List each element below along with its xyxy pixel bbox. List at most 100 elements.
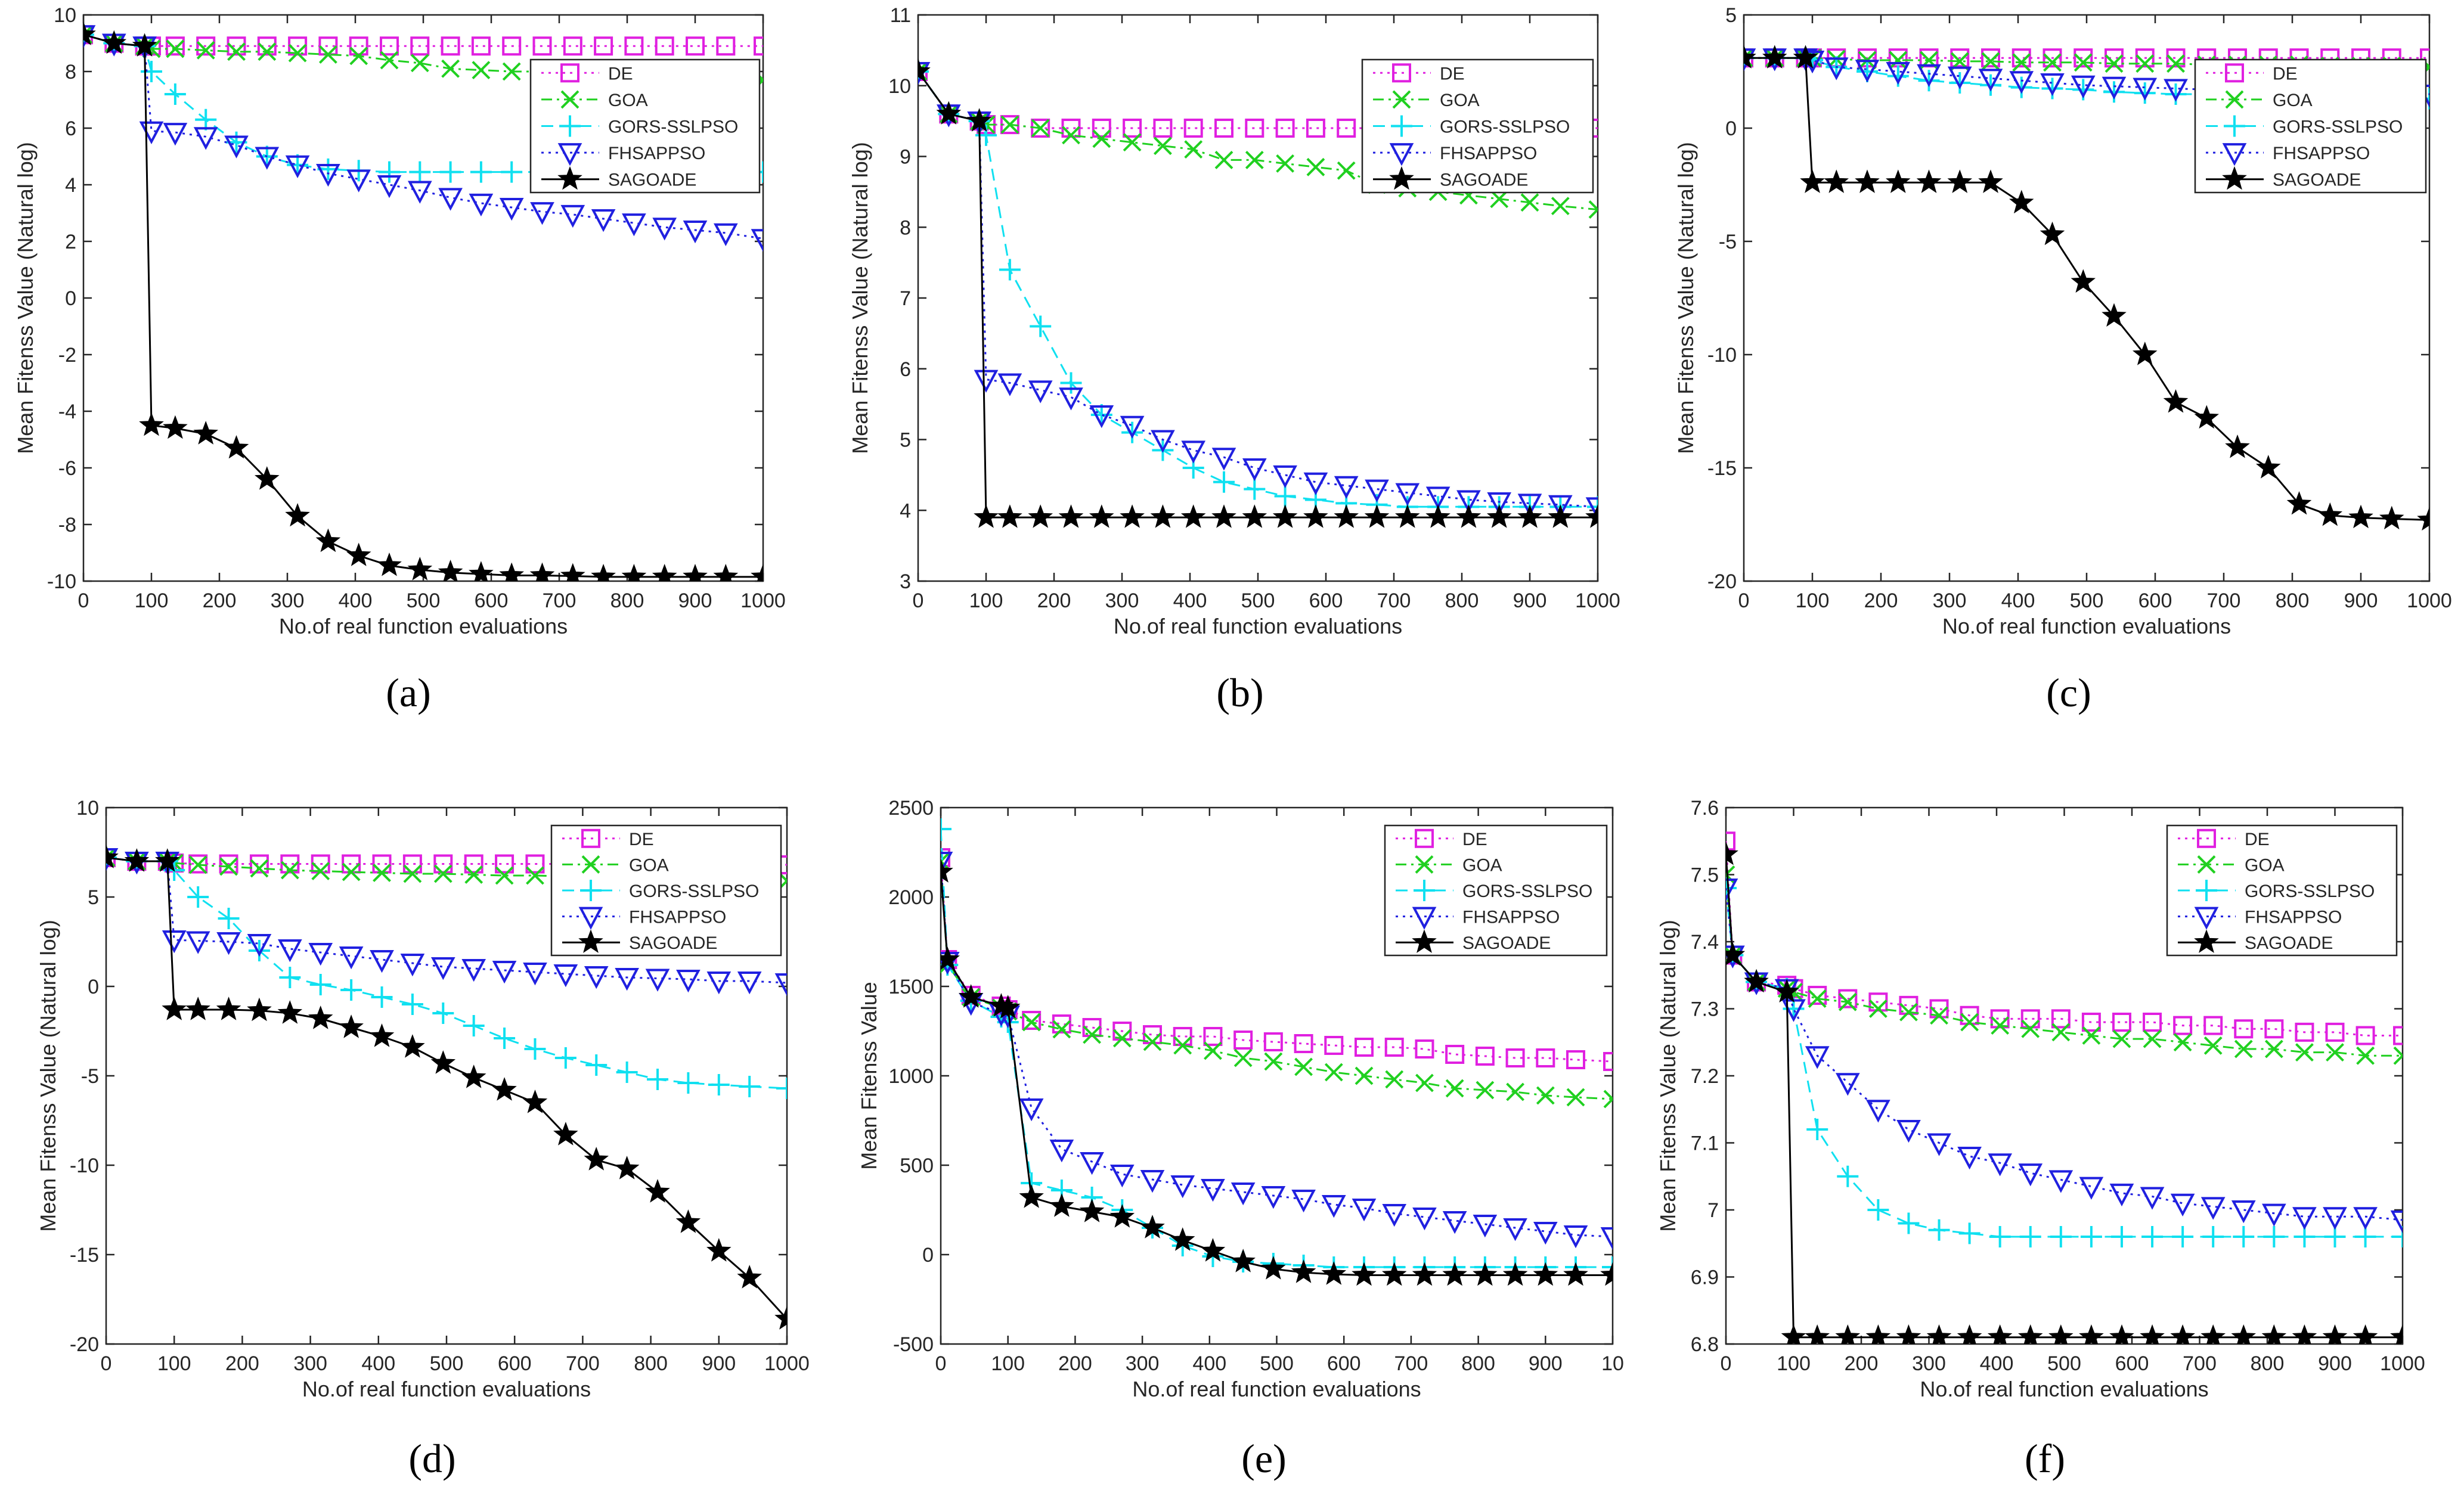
data-point-fhsappso <box>2200 1197 2226 1220</box>
data-point-goa <box>1551 197 1570 216</box>
data-point-gors-sslpso <box>2141 1226 2164 1247</box>
legend-label: SAGOADE <box>629 933 717 953</box>
data-point-fhsappso <box>2390 1210 2403 1234</box>
data-point-goa <box>188 855 207 874</box>
x-tick-label: 800 <box>2251 1352 2285 1375</box>
data-point-gors-sslpso <box>470 161 492 183</box>
legend-label: SAGOADE <box>1462 933 1551 953</box>
legend-swatch-marker <box>581 855 600 874</box>
data-point-fhsappso <box>469 193 494 217</box>
data-point-sagoade <box>1805 1324 1830 1344</box>
data-point-sagoade <box>2017 1324 2043 1344</box>
data-point-goa <box>1808 989 1827 1008</box>
data-point-fhsappso <box>308 943 333 966</box>
data-point-fhsappso <box>377 175 402 198</box>
data-point-sagoade <box>1600 1262 1613 1286</box>
series-line-de <box>106 856 787 866</box>
data-point-fhsappso <box>1927 1133 1951 1156</box>
data-point-goa <box>1337 161 1356 180</box>
data-point-sagoade <box>1726 942 1746 966</box>
data-point-fhsappso <box>247 934 272 957</box>
data-point-fhsappso <box>1201 1179 1225 1202</box>
data-point-fhsappso <box>1957 1147 1982 1170</box>
panel-label: (f) <box>2025 1436 2065 1481</box>
y-tick-label: 1500 <box>888 976 934 998</box>
data-point-gors-sslpso <box>2263 1226 2285 1247</box>
data-point-fhsappso <box>2079 1177 2104 1200</box>
data-point-fhsappso <box>346 169 371 193</box>
data-point-fhsappso <box>1487 492 1512 516</box>
data-point-fhsappso <box>2170 1193 2195 1217</box>
data-point-gors-sslpso <box>218 908 240 929</box>
data-point-gors-sslpso <box>739 1076 761 1097</box>
data-point-goa <box>1385 1070 1404 1089</box>
series-line-de <box>83 33 763 47</box>
legend: DE GOA GORS-SSLPSO FHSAPPSO SAGOADE <box>1361 58 1594 194</box>
data-point-sagoade <box>193 421 219 445</box>
data-point-gors-sslpso <box>2019 1226 2041 1247</box>
series-group <box>941 818 1613 1286</box>
data-point-de <box>165 36 185 56</box>
data-point-fhsappso <box>430 957 455 980</box>
y-tick-label: 11 <box>890 4 911 27</box>
x-tick-label: 100 <box>135 589 169 612</box>
legend-swatch-marker <box>1415 828 1434 848</box>
data-point-de <box>2135 48 2155 68</box>
data-point-sagoade <box>2048 1324 2074 1344</box>
x-tick-label: 600 <box>475 589 509 612</box>
data-point-sagoade <box>1824 169 1849 193</box>
data-point-de <box>1052 1014 1071 1033</box>
data-point-fhsappso <box>216 932 241 955</box>
data-point-sagoade <box>713 564 739 581</box>
x-tick-label: 800 <box>610 589 644 612</box>
data-point-sagoade <box>83 21 96 45</box>
data-point-de <box>2420 48 2429 68</box>
data-point-sagoade <box>1120 504 1145 528</box>
data-point-sagoade <box>2071 269 2096 293</box>
data-point-sagoade <box>1486 504 1512 528</box>
legend-swatch-marker <box>1392 63 1411 83</box>
y-axis-label: Mean Fitenss Value (Natural log) <box>1673 142 1698 454</box>
data-point-goa <box>1324 1063 1343 1082</box>
legend-swatch-marker <box>557 166 582 190</box>
data-point-fhsappso <box>1917 64 1941 88</box>
data-point-fhsappso <box>1978 69 2003 92</box>
legend: DE GOA GORS-SSLPSO FHSAPPSO SAGOADE <box>529 58 761 194</box>
legend-swatch-marker <box>2222 166 2247 190</box>
data-point-goa <box>2234 1039 2253 1059</box>
data-point-goa <box>1052 1020 1071 1039</box>
data-point-fhsappso <box>1382 1204 1407 1227</box>
data-point-gors-sslpso <box>2110 1226 2133 1247</box>
data-point-goa <box>1506 1082 1524 1101</box>
series-line-goa <box>83 33 763 81</box>
data-point-gors-sslpso <box>2233 1226 2255 1247</box>
data-point-fhsappso <box>645 969 670 992</box>
x-tick-label: 900 <box>2344 589 2378 612</box>
data-point-goa <box>1960 1013 1979 1032</box>
data-point-gors-sslpso <box>1726 877 1737 899</box>
data-point-goa <box>1445 1079 1464 1098</box>
data-point-fhsappso <box>1886 62 1911 85</box>
data-point-fhsappso <box>1303 472 1328 496</box>
x-tick-label: 900 <box>678 589 712 612</box>
data-point-fhsappso <box>1425 486 1450 510</box>
y-tick-label: 10 <box>888 75 911 98</box>
data-point-sagoade <box>1261 1256 1286 1280</box>
data-point-fhsappso <box>1028 380 1053 404</box>
data-point-sagoade <box>958 984 984 1008</box>
y-tick-label: 10 <box>54 4 76 27</box>
data-point-fhsappso <box>1503 1218 1527 1242</box>
y-tick-label: -10 <box>70 1154 99 1177</box>
y-tick-label: 5 <box>1725 4 1737 27</box>
legend-swatch-marker <box>1389 166 1414 190</box>
data-point-gors-sslpso <box>501 161 523 183</box>
y-tick-label: -20 <box>1707 570 1737 593</box>
data-point-fhsappso <box>591 209 616 232</box>
y-tick-label: 7.5 <box>1691 864 1719 887</box>
data-point-sagoade <box>1533 1262 1558 1286</box>
data-point-sagoade <box>1563 1262 1588 1286</box>
data-point-sagoade <box>936 101 962 125</box>
legend-label: FHSAPPSO <box>1462 908 1560 927</box>
data-point-sagoade <box>285 502 310 527</box>
x-tick-label: 400 <box>1192 1352 1226 1375</box>
